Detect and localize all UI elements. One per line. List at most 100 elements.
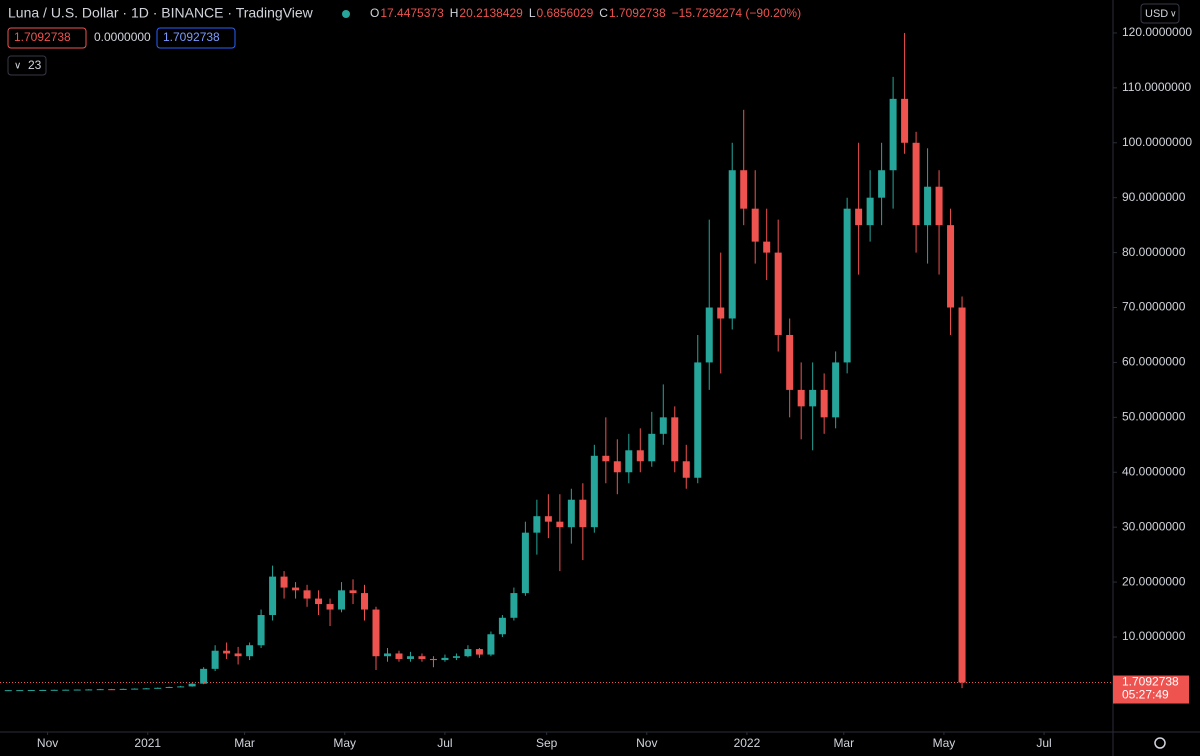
candle-body [613, 461, 621, 473]
candle-body [246, 645, 254, 657]
candle-body [211, 650, 219, 669]
candle-body [820, 389, 828, 418]
candle-body [636, 450, 644, 462]
candle-body [39, 689, 47, 691]
box [156, 27, 236, 49]
candle-body [567, 499, 575, 528]
candle-body [487, 634, 495, 655]
candle-body [27, 690, 35, 692]
status-dot [342, 10, 350, 18]
chevron: ∨ [14, 61, 21, 72]
ohlc-value: 20.2138429 [459, 6, 523, 20]
candle-body [832, 362, 840, 418]
candle-body [694, 362, 702, 478]
candle-body [372, 609, 380, 657]
candle-body [763, 241, 771, 253]
ohlc-label: O [370, 6, 379, 20]
candle-body [361, 593, 369, 610]
candle-body [958, 307, 966, 683]
candle-body [556, 521, 564, 528]
candle-body [797, 389, 805, 407]
currency: USD [1145, 8, 1168, 20]
candle-body [659, 417, 667, 434]
y-tick-label: 50.0000000 [1122, 410, 1186, 424]
candle-body [521, 532, 529, 594]
candle-body [625, 450, 633, 473]
candle-body [200, 668, 208, 684]
y-tick-label: 30.0000000 [1122, 519, 1186, 533]
y-tick-label: 10.0000000 [1122, 629, 1186, 643]
box-text: 1.7092738 [163, 30, 220, 44]
candle-body [16, 690, 24, 692]
y-tick-label: 60.0000000 [1122, 355, 1186, 369]
candle-body [223, 650, 231, 654]
candle-body [855, 208, 863, 226]
candle-body [452, 656, 460, 658]
candle-body [682, 461, 690, 478]
currency-button[interactable] [1140, 3, 1180, 24]
box-text: 1.7092738 [14, 30, 71, 44]
candle-body [177, 686, 185, 688]
candle-body [165, 686, 173, 688]
candle-body [4, 690, 12, 692]
candle-body [774, 252, 782, 335]
candle-body [441, 657, 449, 661]
candle-body [843, 208, 851, 363]
indicator-toggle[interactable] [7, 55, 47, 76]
candle-body [510, 593, 518, 618]
candle-body [533, 516, 541, 533]
candle-body [544, 516, 552, 522]
y-tick-label: 20.0000000 [1122, 574, 1186, 588]
y-tick-label: 40.0000000 [1122, 464, 1186, 478]
candle-body [912, 142, 920, 226]
x-tick-label: Sep [536, 736, 558, 750]
candle-body [62, 689, 70, 691]
candle-body [326, 604, 334, 610]
candle-body [395, 653, 403, 659]
candle-body [935, 186, 943, 226]
candle-body [602, 455, 610, 462]
ohlc-label: C [599, 6, 608, 20]
candle-body [131, 688, 139, 690]
last-price-box [1113, 675, 1189, 704]
change: −15.7292274 (−90.20%) [672, 6, 801, 20]
candle-body [188, 683, 196, 687]
x-tick-label: Nov [636, 736, 657, 750]
x-tick-label: 2021 [134, 736, 161, 750]
ohlc-value: 1.7092738 [609, 6, 666, 20]
candle-body [579, 499, 587, 528]
chart-title: Luna / U.S. Dollar · 1D · BINANCE · Trad… [8, 5, 314, 21]
x-tick-label: Nov [37, 736, 58, 750]
candle-body [315, 598, 323, 605]
candle-body [154, 687, 162, 689]
x-tick-label: Mar [234, 736, 255, 750]
candle-body [96, 689, 104, 691]
candle-body [809, 389, 817, 407]
y-tick-label: 90.0000000 [1122, 190, 1186, 204]
candle-body [751, 208, 759, 242]
indicator-count: 23 [28, 58, 42, 72]
candle-body [464, 649, 472, 657]
candle-body [269, 576, 277, 616]
y-tick-label: 120.0000000 [1122, 25, 1192, 39]
candle-body [108, 689, 116, 691]
candle-body [73, 689, 81, 691]
y-tick-label: 70.0000000 [1122, 300, 1186, 314]
candle-body [280, 576, 288, 588]
x-tick-label: 2022 [734, 736, 761, 750]
candle-body [383, 653, 391, 657]
candle-body [406, 656, 414, 659]
y-tick-label: 110.0000000 [1122, 80, 1192, 94]
ohlc-label: L [529, 6, 536, 20]
chevron: ∨ [1170, 8, 1177, 18]
candle-body [119, 688, 127, 690]
settings-icon[interactable] [1154, 737, 1166, 749]
candle-body [338, 590, 346, 610]
candle-body [947, 225, 955, 308]
box-text: 0.0000000 [94, 30, 151, 44]
candle-body [142, 688, 150, 690]
x-tick-label: Jul [1036, 736, 1051, 750]
ohlc-value: 0.6856029 [537, 6, 594, 20]
